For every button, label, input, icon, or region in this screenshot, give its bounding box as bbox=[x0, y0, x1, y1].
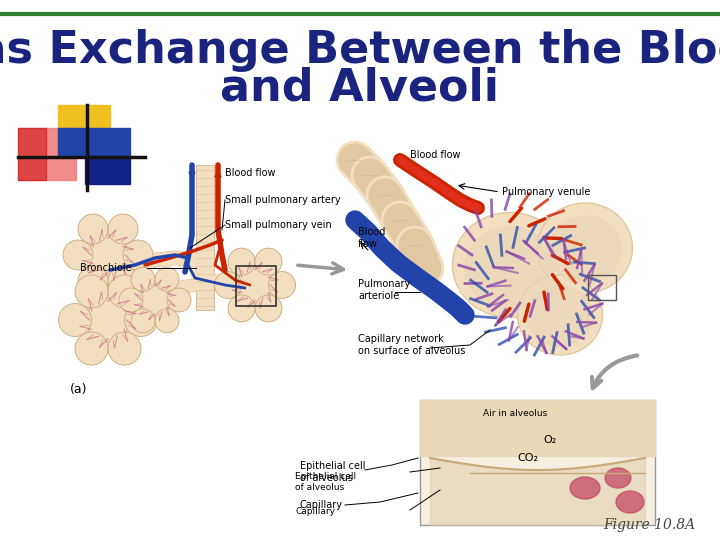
Circle shape bbox=[75, 332, 108, 365]
Ellipse shape bbox=[616, 491, 644, 513]
Ellipse shape bbox=[605, 468, 631, 488]
Circle shape bbox=[228, 295, 255, 322]
Bar bbox=[85, 156, 130, 184]
Circle shape bbox=[237, 267, 273, 303]
Text: Capillary: Capillary bbox=[295, 508, 335, 516]
Text: Pulmonary venule: Pulmonary venule bbox=[502, 187, 590, 197]
Text: Air in alveolus: Air in alveolus bbox=[483, 408, 547, 417]
Text: Bronchiole: Bronchiole bbox=[80, 263, 132, 273]
Text: Capillary: Capillary bbox=[300, 500, 343, 510]
Ellipse shape bbox=[538, 203, 632, 293]
Ellipse shape bbox=[528, 286, 593, 346]
Circle shape bbox=[108, 214, 138, 244]
Circle shape bbox=[119, 288, 143, 312]
Text: and Alveoli: and Alveoli bbox=[220, 66, 500, 110]
Circle shape bbox=[86, 298, 130, 342]
Circle shape bbox=[155, 267, 179, 291]
Circle shape bbox=[155, 309, 179, 333]
Bar bbox=[18, 128, 46, 180]
Circle shape bbox=[108, 266, 138, 296]
Circle shape bbox=[125, 303, 158, 336]
Ellipse shape bbox=[452, 213, 567, 318]
Bar bbox=[588, 275, 616, 300]
Circle shape bbox=[88, 235, 128, 275]
Text: (a): (a) bbox=[70, 383, 88, 396]
Circle shape bbox=[255, 295, 282, 322]
Circle shape bbox=[228, 248, 255, 275]
Circle shape bbox=[75, 275, 108, 308]
Circle shape bbox=[167, 288, 191, 312]
Text: Figure 10.8A: Figure 10.8A bbox=[603, 518, 695, 532]
Circle shape bbox=[139, 284, 171, 316]
Text: Blood
flow: Blood flow bbox=[358, 227, 385, 249]
Bar bbox=[58, 128, 130, 156]
Ellipse shape bbox=[465, 227, 555, 309]
Text: Epithelial cell
of alveolus: Epithelial cell of alveolus bbox=[300, 461, 366, 483]
Ellipse shape bbox=[518, 275, 603, 355]
Ellipse shape bbox=[570, 477, 600, 499]
Text: Blood flow: Blood flow bbox=[410, 150, 461, 160]
Text: Small pulmonary vein: Small pulmonary vein bbox=[225, 220, 332, 230]
Bar bbox=[18, 128, 76, 180]
Circle shape bbox=[215, 272, 241, 299]
Ellipse shape bbox=[549, 216, 621, 284]
Circle shape bbox=[131, 309, 155, 333]
Text: Gas Exchange Between the Blood: Gas Exchange Between the Blood bbox=[0, 29, 720, 71]
Circle shape bbox=[269, 272, 295, 299]
Circle shape bbox=[131, 267, 155, 291]
Circle shape bbox=[108, 332, 141, 365]
Bar bbox=[420, 400, 655, 525]
Bar bbox=[196, 165, 214, 310]
Bar bbox=[58, 105, 110, 153]
Text: O₂: O₂ bbox=[544, 435, 557, 445]
Text: Capillary network
on surface of alveolus: Capillary network on surface of alveolus bbox=[358, 334, 465, 356]
Circle shape bbox=[78, 214, 108, 244]
Circle shape bbox=[78, 266, 108, 296]
Text: Blood flow: Blood flow bbox=[225, 168, 276, 178]
Text: Small pulmonary artery: Small pulmonary artery bbox=[225, 195, 341, 205]
Text: CO₂: CO₂ bbox=[518, 453, 539, 463]
Text: Pulmonary
arteriole: Pulmonary arteriole bbox=[358, 279, 410, 301]
Circle shape bbox=[255, 248, 282, 275]
Bar bbox=[420, 400, 655, 456]
Bar bbox=[236, 266, 276, 306]
Text: Epithelial cell
of alveolus: Epithelial cell of alveolus bbox=[295, 472, 356, 492]
Circle shape bbox=[108, 275, 141, 308]
Circle shape bbox=[58, 303, 91, 336]
Circle shape bbox=[63, 240, 93, 270]
Circle shape bbox=[123, 240, 153, 270]
